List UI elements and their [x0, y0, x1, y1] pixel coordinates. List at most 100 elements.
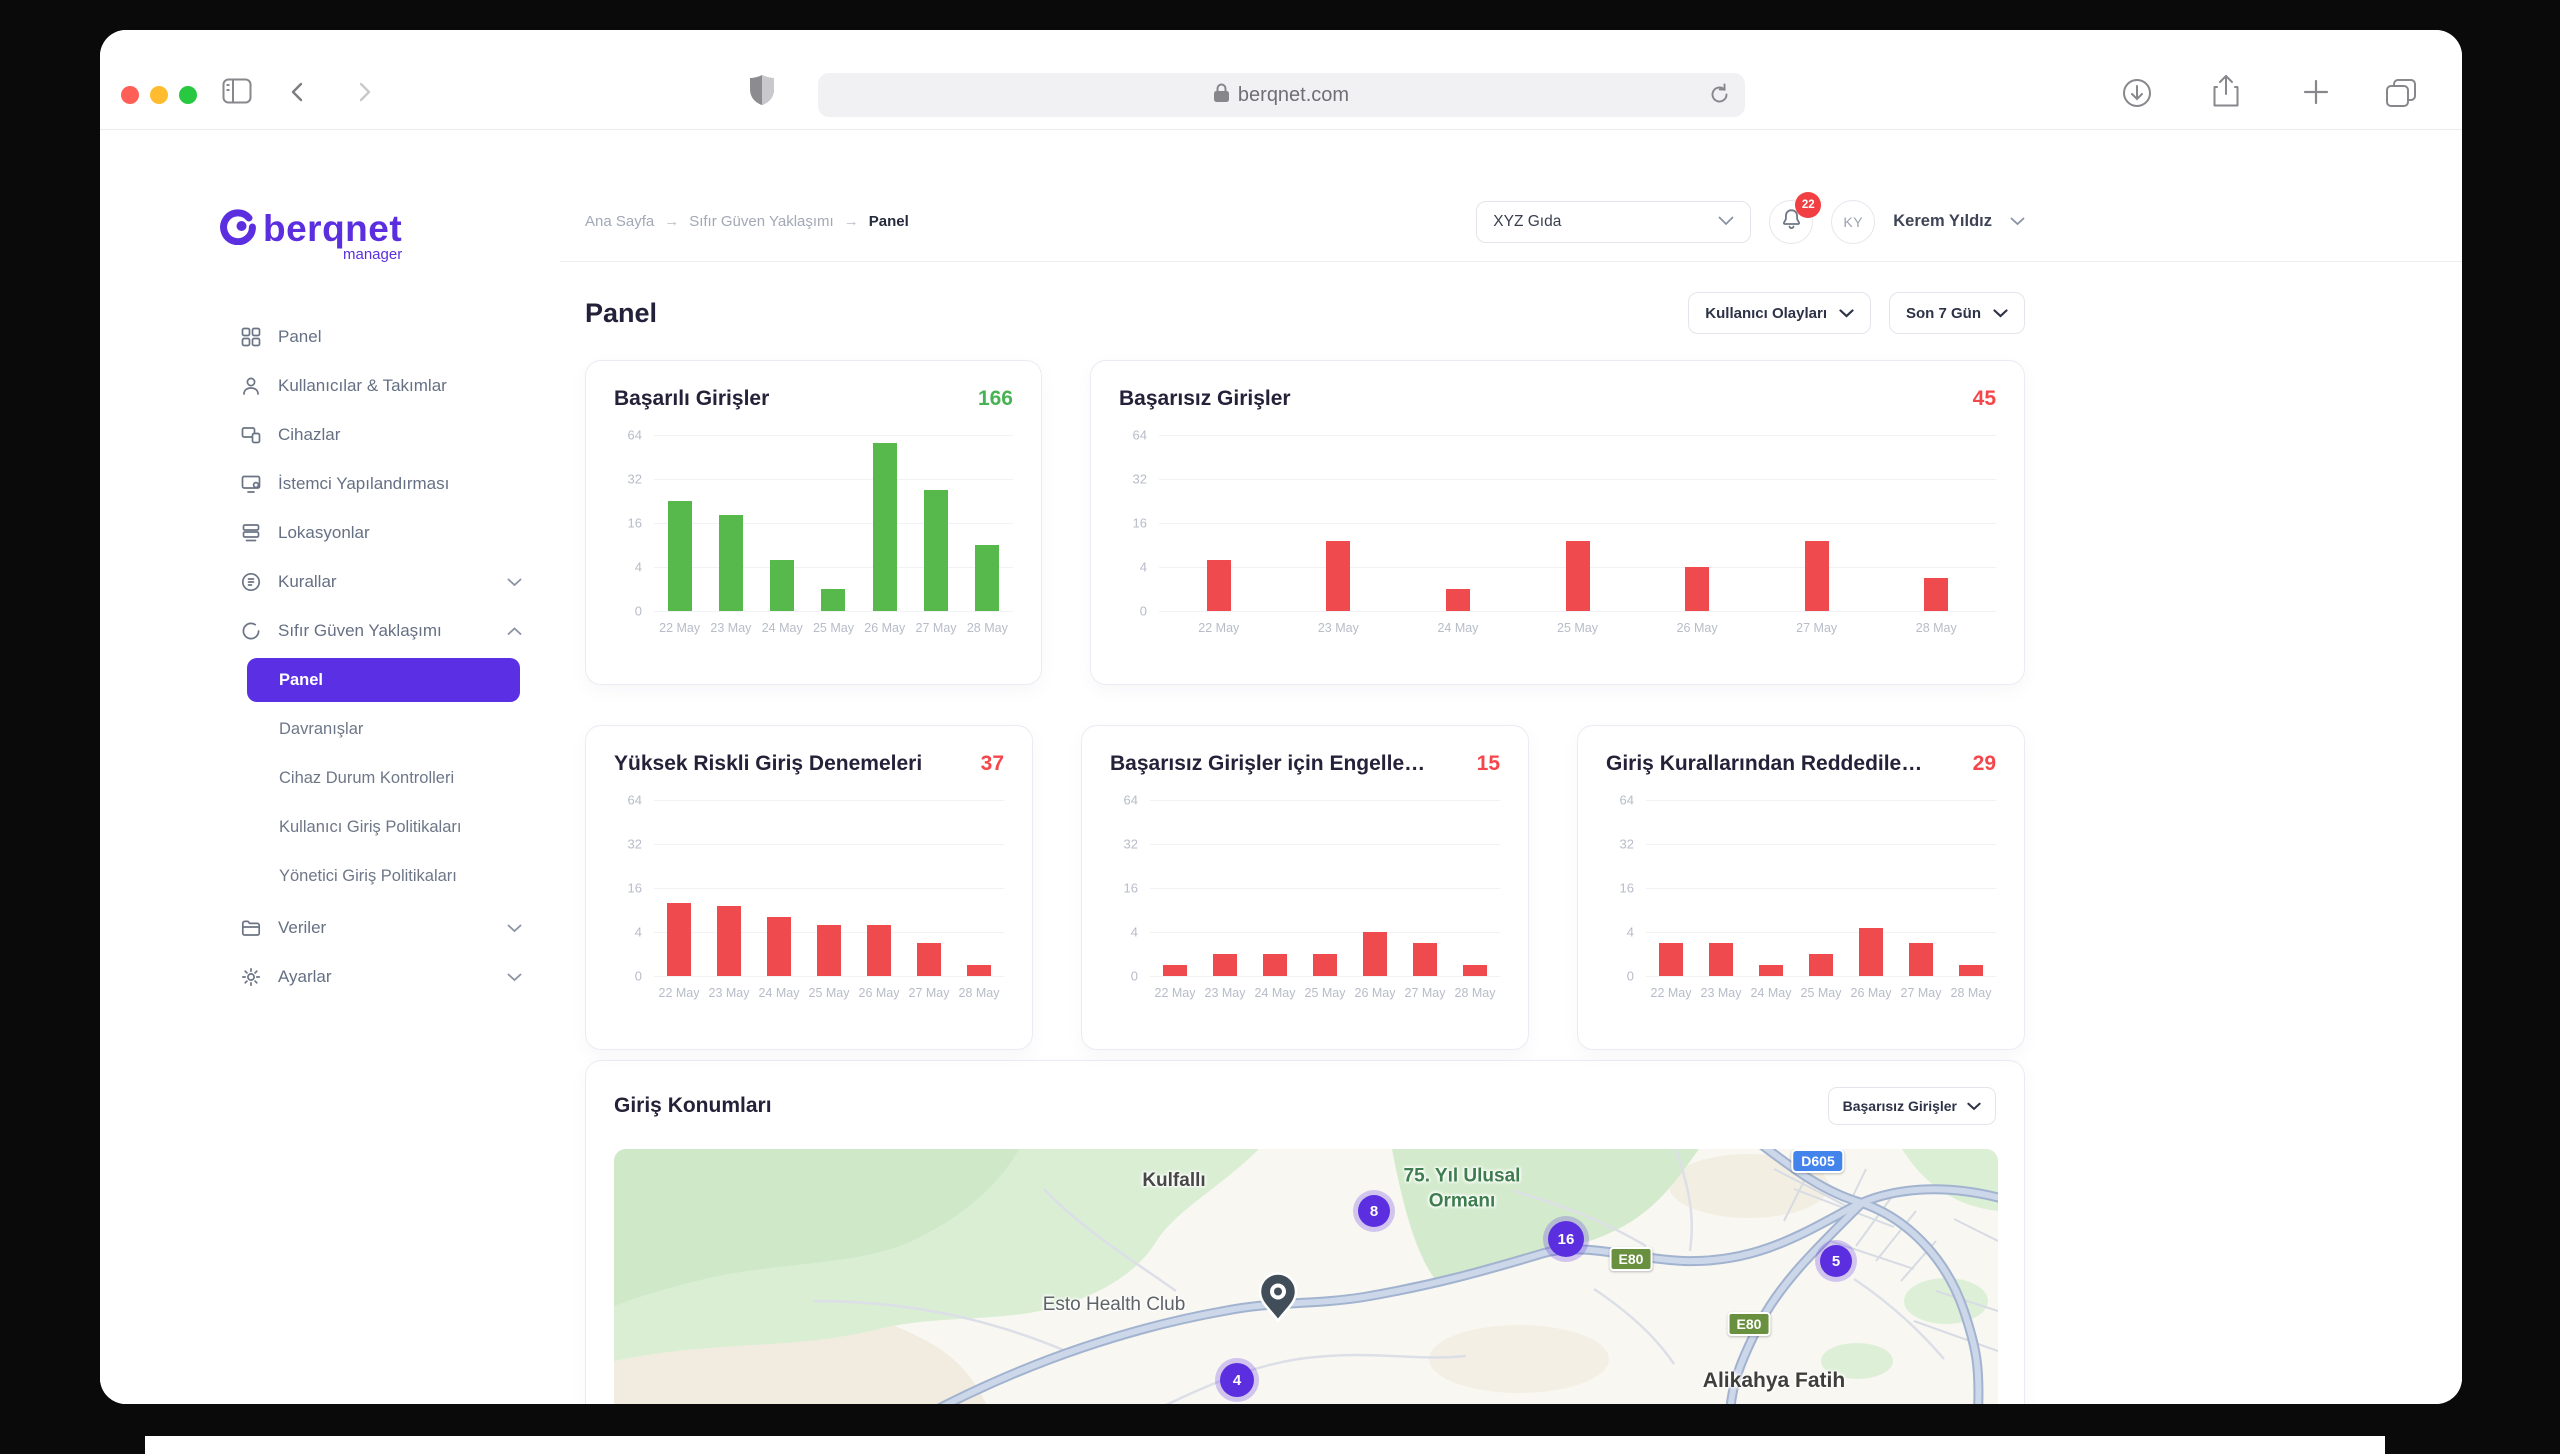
user-menu-chevron-icon[interactable]	[2010, 213, 2025, 231]
sidebar-item-cihazlar[interactable]: Cihazlar	[240, 410, 520, 459]
bar[interactable]	[1326, 541, 1351, 611]
sidebar-toggle-icon[interactable]	[222, 78, 252, 109]
breadcrumb-item[interactable]: Sıfır Güven Yaklaşımı	[689, 213, 834, 230]
bar[interactable]	[967, 965, 991, 976]
bar[interactable]	[1959, 965, 1983, 976]
bar[interactable]	[1659, 943, 1683, 976]
submenu-item-panel[interactable]: Panel	[247, 658, 520, 702]
bar[interactable]	[975, 545, 1000, 611]
date-range-filter[interactable]: Son 7 Gün	[1889, 292, 2025, 334]
bar[interactable]	[667, 903, 691, 976]
zoom-window-button[interactable]	[179, 86, 197, 104]
map[interactable]: Kulfallı 75. Yıl Ulusal Ormanı 8 16 E80 5 D605 E…	[614, 1149, 1998, 1404]
bar[interactable]	[1163, 965, 1187, 976]
bar[interactable]	[821, 589, 846, 611]
tab-overview-icon[interactable]	[2385, 78, 2417, 113]
sidebar-item-i-stemci-yap-land-rmas[interactable]: İstemci Yapılandırması	[240, 459, 520, 508]
x-axis-label: 24 May	[758, 986, 800, 1000]
sidebar-item-kullan-c-lar-tak-mlar[interactable]: Kullanıcılar & Takımlar	[240, 361, 520, 410]
event-type-filter[interactable]: Kullanıcı Olayları	[1688, 292, 1871, 334]
bar[interactable]	[717, 906, 741, 976]
privacy-shield-icon[interactable]	[748, 74, 776, 111]
map-label: Kulfallı	[1142, 1170, 1206, 1191]
share-icon[interactable]	[2212, 74, 2240, 113]
sidebar-item-ayarlar[interactable]: Ayarlar	[240, 952, 522, 1001]
bar[interactable]	[667, 501, 692, 611]
bell-icon	[1781, 208, 1802, 236]
company-select[interactable]: XYZ Gıda	[1476, 200, 1752, 243]
map-marker[interactable]: 8	[1358, 1195, 1390, 1227]
map-filter-select[interactable]: Başarısız Girişler	[1827, 1087, 1996, 1125]
bar[interactable]	[817, 925, 841, 976]
bar[interactable]	[1685, 567, 1710, 611]
bar[interactable]	[1313, 954, 1337, 976]
client-config-icon	[240, 473, 262, 495]
user-avatar[interactable]: KY	[1831, 199, 1876, 244]
road-badge-d605: D605	[1791, 1149, 1845, 1173]
x-axis-label: 26 May	[1676, 621, 1718, 635]
bar[interactable]	[1206, 560, 1231, 611]
rules-icon	[240, 571, 262, 593]
forward-button[interactable]	[352, 80, 376, 109]
sidebar-item-lokasyonlar[interactable]: Lokasyonlar	[240, 508, 520, 557]
bar[interactable]	[767, 917, 791, 976]
bar[interactable]	[1759, 965, 1783, 976]
bar[interactable]	[1413, 943, 1437, 976]
bar[interactable]	[1709, 943, 1733, 976]
chart-total: 15	[1476, 752, 1500, 775]
new-tab-icon[interactable]	[2302, 78, 2330, 111]
location-pin-icon[interactable]	[1255, 1271, 1301, 1328]
x-axis-label: 24 May	[1437, 621, 1479, 635]
bar[interactable]	[718, 515, 743, 611]
bar[interactable]	[770, 560, 795, 611]
bar[interactable]	[1213, 954, 1237, 976]
address-bar[interactable]: berqnet.com	[818, 73, 1745, 117]
submenu-item-kullan-c-giri-politikalar[interactable]: Kullanıcı Giriş Politikaları	[279, 818, 462, 836]
bar[interactable]	[924, 490, 949, 611]
bar[interactable]	[1445, 589, 1470, 611]
bar[interactable]	[867, 925, 891, 976]
gear-icon	[240, 966, 262, 988]
y-axis-label: 4	[1626, 924, 1634, 940]
submenu-item-davran-lar[interactable]: Davranışlar	[279, 720, 364, 738]
sidebar-item-kurallar[interactable]: Kurallar	[240, 557, 522, 606]
bar[interactable]	[1809, 954, 1833, 976]
x-axis-label: 28 May	[958, 986, 1000, 1000]
bar[interactable]	[1363, 932, 1387, 976]
sidebar-item-label: Sıfır Güven Yaklaşımı	[278, 620, 442, 640]
map-marker[interactable]: 4	[1220, 1363, 1254, 1397]
sidebar-item-veriler[interactable]: Veriler	[240, 903, 522, 952]
refresh-icon[interactable]	[1708, 83, 1731, 111]
downloads-icon[interactable]	[2122, 78, 2152, 113]
bar[interactable]	[1859, 928, 1883, 976]
sidebar-item-panel[interactable]: Panel	[240, 312, 520, 361]
map-marker[interactable]: 5	[1820, 1245, 1852, 1277]
sidebar-item-s-f-r-g-ven-yakla-m[interactable]: Sıfır Güven Yaklaşımı	[240, 606, 522, 655]
y-axis-label: 16	[627, 880, 642, 896]
login-locations-card: Giriş Konumları Başarısız Girişler	[585, 1060, 2025, 1404]
bar[interactable]	[1909, 943, 1933, 976]
submenu-item-cihaz-durum-kontrolleri[interactable]: Cihaz Durum Kontrolleri	[279, 769, 455, 787]
map-label: Alikahya Fatih	[1702, 1369, 1846, 1392]
bar[interactable]	[872, 443, 897, 611]
chevron-up-icon	[507, 621, 522, 641]
bar[interactable]	[1263, 954, 1287, 976]
devices-icon	[240, 424, 262, 446]
chevron-down-icon	[1718, 213, 1734, 231]
notifications-button[interactable]: 22	[1769, 191, 1822, 244]
berqnet-logo[interactable]: berqnet manager	[220, 208, 402, 263]
minimize-window-button[interactable]	[150, 86, 168, 104]
breadcrumb-item[interactable]: Panel	[868, 213, 909, 230]
breadcrumb-item[interactable]: Ana Sayfa	[585, 213, 655, 230]
chart-total: 37	[980, 752, 1004, 775]
bar[interactable]	[1565, 541, 1590, 611]
zero-trust-submenu: Panel Davranışlar Cihaz Durum Kontrolleri K…	[247, 658, 520, 901]
submenu-item-y-netici-giri-politikalar[interactable]: Yönetici Giriş Politikaları	[279, 867, 457, 885]
bar[interactable]	[1463, 965, 1487, 976]
bar[interactable]	[1804, 541, 1829, 611]
close-window-button[interactable]	[121, 86, 139, 104]
back-button[interactable]	[286, 80, 310, 109]
bar[interactable]	[1924, 578, 1949, 611]
map-marker[interactable]: 16	[1548, 1221, 1584, 1257]
bar[interactable]	[917, 943, 941, 976]
